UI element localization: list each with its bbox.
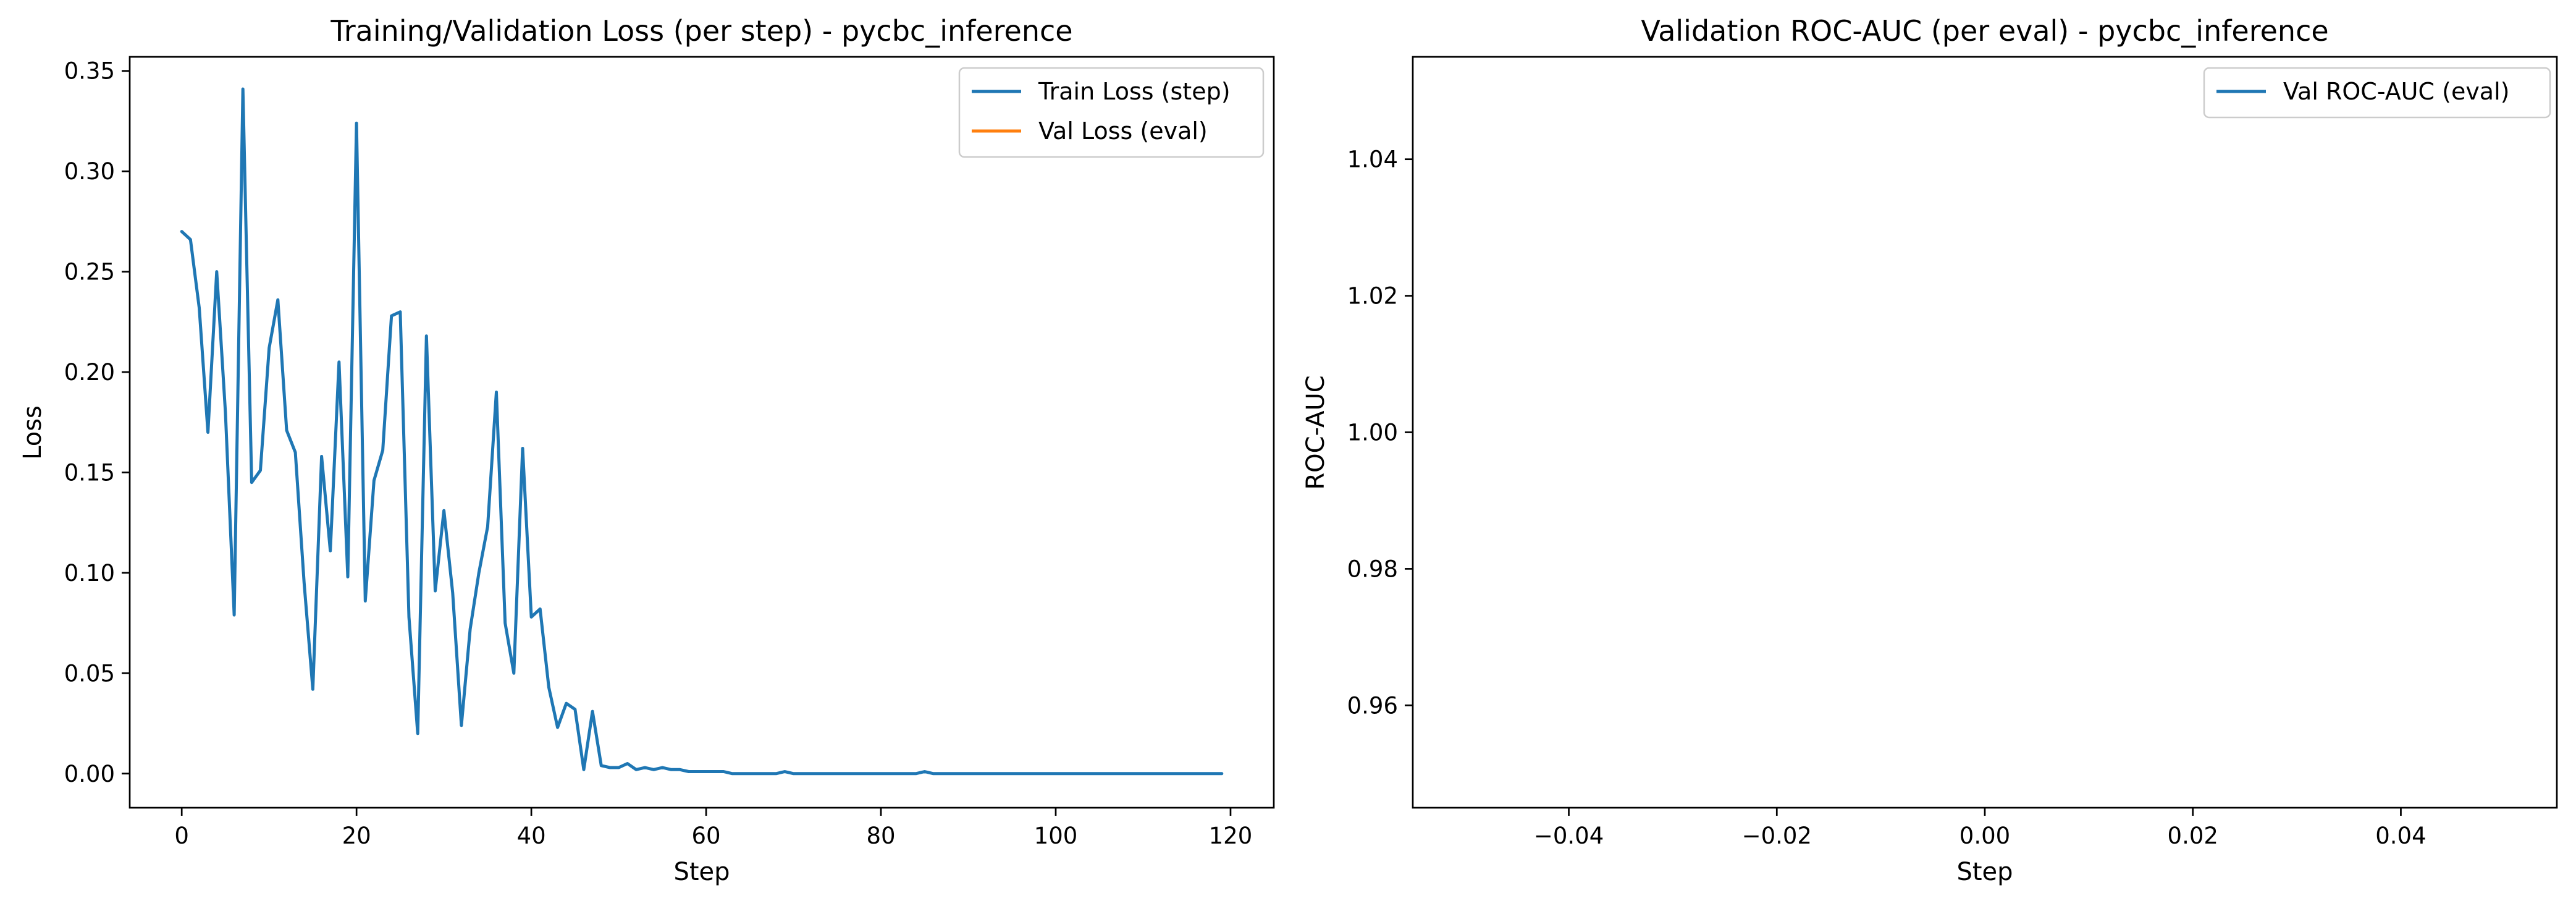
rocauc-chart-title: Validation ROC-AUC (per eval) - pycbc_in… bbox=[1641, 14, 2328, 48]
rocauc-chart-legend: Val ROC-AUC (eval) bbox=[2203, 67, 2551, 119]
loss-chart-ytick-label: 0.25 bbox=[64, 259, 115, 286]
rocauc-chart-xtick-label: 0.02 bbox=[2168, 823, 2218, 849]
rocauc-chart-ytick-label: 1.02 bbox=[1347, 283, 1398, 310]
loss-chart-legend-label: Val Loss (eval) bbox=[1038, 117, 1208, 145]
rocauc-chart-frame bbox=[1412, 56, 2558, 809]
rocauc-chart-xlabel: Step bbox=[1956, 858, 2013, 886]
rocauc-chart-ticks: −0.04 −0.02 0.00 0.02 0.04 0.96 0.98 1.00 1.02 1.… bbox=[1347, 146, 2427, 849]
loss-chart-ytick-label: 0.15 bbox=[64, 459, 115, 486]
rocauc-chart-legend-label: Val ROC-AUC (eval) bbox=[2283, 78, 2509, 105]
rocauc-chart-xtick-label: 0.00 bbox=[1959, 823, 2010, 849]
loss-chart-xtick-label: 120 bbox=[1209, 823, 1253, 849]
loss-chart-xtick-label: 80 bbox=[866, 823, 895, 849]
loss-chart-ytick-label: 0.05 bbox=[64, 660, 115, 687]
rocauc-chart-ytick-label: 1.04 bbox=[1347, 146, 1398, 173]
loss-chart-xtick-label: 20 bbox=[342, 823, 371, 849]
loss-chart-series bbox=[180, 87, 1224, 776]
rocauc-chart: Validation ROC-AUC (per eval) - pycbc_in… bbox=[1302, 14, 2558, 886]
rocauc-chart-ytick-label: 0.98 bbox=[1347, 556, 1398, 582]
loss-chart-series-line bbox=[180, 87, 1224, 776]
loss-chart-xtick-label: 0 bbox=[174, 823, 189, 849]
loss-chart-ytick-label: 0.10 bbox=[64, 560, 115, 586]
loss-chart-xlabel: Step bbox=[673, 858, 730, 886]
loss-chart-title: Training/Validation Loss (per step) - py… bbox=[330, 14, 1072, 48]
rocauc-chart-xtick-label: −0.02 bbox=[1742, 823, 1812, 849]
loss-chart-legend: Train Loss (step) Val Loss (eval) bbox=[958, 67, 1265, 158]
loss-chart-xtick-label: 40 bbox=[517, 823, 546, 849]
loss-chart-legend-box bbox=[958, 67, 1265, 158]
loss-chart-ytick-label: 0.35 bbox=[64, 58, 115, 85]
rocauc-chart-legend-box bbox=[2203, 67, 2551, 119]
rocauc-chart-ylabel: ROC-AUC bbox=[1302, 375, 1330, 489]
rocauc-chart-ytick-label: 0.96 bbox=[1347, 692, 1398, 719]
loss-chart: Training/Validation Loss (per step) - py… bbox=[19, 14, 1275, 886]
loss-chart-frame bbox=[128, 56, 1275, 809]
rocauc-chart-xtick-label: −0.04 bbox=[1534, 823, 1604, 849]
rocauc-chart-ytick-label: 1.00 bbox=[1347, 420, 1398, 446]
loss-chart-legend-label: Train Loss (step) bbox=[1038, 78, 1231, 105]
loss-chart-xtick-label: 100 bbox=[1034, 823, 1078, 849]
rocauc-chart-xtick-label: 0.04 bbox=[2375, 823, 2426, 849]
loss-chart-ytick-label: 0.20 bbox=[64, 359, 115, 386]
loss-chart-ticks: 0 20 40 60 80 100 120 0.00 0.05 0.10 0.15 0.20 0.25 0… bbox=[64, 58, 1253, 849]
loss-chart-ytick-label: 0.30 bbox=[64, 158, 115, 185]
loss-chart-ytick-label: 0.00 bbox=[64, 761, 115, 787]
loss-chart-ylabel: Loss bbox=[19, 405, 47, 460]
loss-chart-xtick-label: 60 bbox=[692, 823, 721, 849]
